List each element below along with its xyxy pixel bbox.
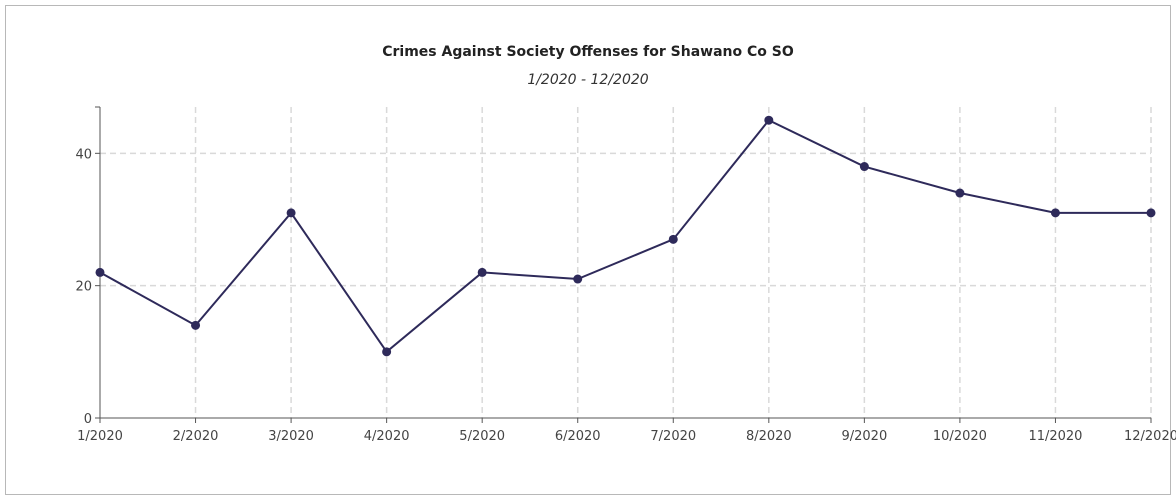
x-tick-label: 10/2020 bbox=[933, 429, 987, 444]
chart-subtitle: 1/2020 - 12/2020 bbox=[527, 72, 649, 88]
chart-title: Crimes Against Society Offenses for Shaw… bbox=[382, 44, 794, 60]
x-tick-label: 1/2020 bbox=[77, 429, 123, 444]
data-point bbox=[95, 267, 105, 277]
x-tick-label: 7/2020 bbox=[650, 429, 696, 444]
data-point bbox=[286, 208, 296, 218]
data-point bbox=[955, 188, 965, 198]
tick-labels: 0 20 40 1/2020 2/2020 3/2020 4/2020 5/2020 6/202… bbox=[75, 147, 1176, 444]
data-point bbox=[859, 162, 869, 172]
data-point bbox=[477, 267, 487, 277]
data-point bbox=[668, 234, 678, 244]
x-tick-label: 2/2020 bbox=[173, 429, 219, 444]
x-tick-label: 11/2020 bbox=[1028, 429, 1082, 444]
data-point bbox=[1050, 208, 1060, 218]
grid bbox=[100, 107, 1152, 418]
y-tick-label: 0 bbox=[84, 412, 92, 427]
x-tick-label: 9/2020 bbox=[841, 429, 887, 444]
data-point bbox=[764, 115, 774, 125]
x-tick-label: 6/2020 bbox=[555, 429, 601, 444]
x-tick-label: 3/2020 bbox=[268, 429, 314, 444]
data-point bbox=[191, 320, 201, 330]
x-tick-label: 4/2020 bbox=[364, 429, 410, 444]
chart-frame bbox=[5, 5, 1171, 495]
series-line bbox=[99, 118, 1151, 354]
y-tick-label: 40 bbox=[75, 147, 92, 162]
data-point bbox=[573, 274, 583, 284]
x-tick-label: 12/2020 bbox=[1124, 429, 1176, 444]
data-point bbox=[1146, 208, 1156, 218]
x-tick-label: 5/2020 bbox=[459, 429, 505, 444]
axes bbox=[95, 106, 1152, 423]
x-tick-label: 8/2020 bbox=[746, 429, 792, 444]
series bbox=[95, 115, 1156, 357]
y-tick-label: 20 bbox=[75, 280, 92, 295]
data-point bbox=[382, 347, 392, 357]
